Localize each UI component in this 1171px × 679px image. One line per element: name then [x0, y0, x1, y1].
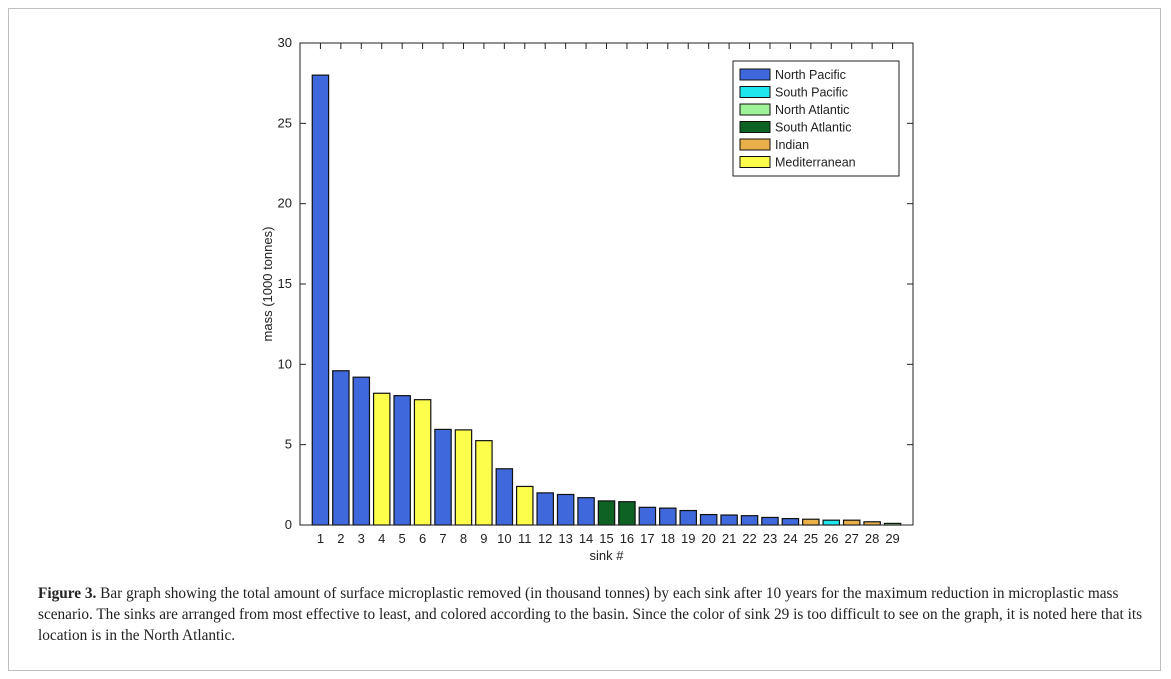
- x-tick-label: 22: [742, 531, 756, 546]
- y-tick-label: 25: [278, 115, 292, 130]
- bar-sink-13: [556, 493, 575, 526]
- x-tick-label: 25: [804, 531, 818, 546]
- legend-label: North Atlantic: [775, 103, 849, 117]
- x-tick-label: 19: [681, 531, 695, 546]
- bar-sink-27: [842, 519, 861, 526]
- x-tick-label: 11: [518, 531, 532, 546]
- bar-sink-24: [781, 517, 800, 526]
- bar-sink-9: [475, 440, 493, 526]
- x-tick-label: 1: [317, 531, 324, 546]
- bar-sink-18: [659, 507, 677, 526]
- y-tick-label: 10: [278, 356, 292, 371]
- x-tick-label: 21: [722, 531, 736, 546]
- x-tick-label: 3: [358, 531, 365, 546]
- x-tick-label: 6: [419, 531, 426, 546]
- x-axis: 1 2 3 4 5 6 7 8 9 10 11 12 13 14 15 16 17 18 19 20 21 22 23 24 2…: [317, 43, 900, 546]
- x-tick-label: 13: [558, 531, 572, 546]
- x-tick-label: 29: [885, 531, 899, 546]
- bar-sink-12: [536, 492, 554, 526]
- legend-swatch: [739, 103, 771, 116]
- bar-sink-22: [740, 515, 759, 526]
- y-tick-label: 5: [285, 437, 292, 452]
- bar-sink-20: [699, 513, 718, 526]
- legend-label: South Atlantic: [775, 121, 851, 135]
- bar-sink-6: [413, 399, 432, 526]
- x-tick-label: 27: [844, 531, 858, 546]
- bar-sink-17: [638, 506, 657, 526]
- y-axis-label: mass (1000 tonnes): [260, 227, 275, 342]
- legend-label: Indian: [775, 138, 809, 152]
- y-tick-label: 20: [278, 196, 292, 211]
- legend: North Pacific South Pacific North Atlantic…: [732, 60, 900, 177]
- x-tick-label: 26: [824, 531, 838, 546]
- caption-text: Bar graph showing the total amount of su…: [38, 585, 1143, 644]
- legend-label: North Pacific: [775, 68, 846, 82]
- x-tick-label: 9: [480, 531, 487, 546]
- bar-sink-11: [515, 485, 534, 526]
- bar-sink-26: [822, 519, 841, 526]
- x-tick-label: 18: [661, 531, 675, 546]
- bar-sink-2: [332, 370, 350, 526]
- legend-swatch: [739, 156, 771, 168]
- x-tick-label: 15: [599, 531, 613, 546]
- y-tick-label: 30: [278, 35, 292, 50]
- bar-sink-1: [311, 74, 330, 526]
- x-tick-label: 4: [378, 531, 385, 546]
- x-axis-label: sink #: [590, 548, 625, 563]
- bar-sink-10: [495, 468, 514, 526]
- bar-sink-3: [352, 376, 371, 526]
- x-tick-label: 2: [337, 531, 344, 546]
- bar-sink-25: [802, 518, 820, 526]
- bar-sink-8: [454, 429, 473, 526]
- x-tick-label: 16: [620, 531, 634, 546]
- x-tick-label: 28: [865, 531, 879, 546]
- bar-sink-4: [372, 392, 391, 526]
- legend-swatch: [739, 68, 771, 81]
- legend-label: Mediterranean: [775, 156, 856, 170]
- x-tick-label: 8: [460, 531, 467, 546]
- bar-sink-19: [679, 509, 698, 526]
- x-tick-label: 7: [439, 531, 446, 546]
- legend-swatch: [739, 121, 771, 133]
- y-tick-label: 15: [278, 276, 292, 291]
- x-tick-label: 12: [538, 531, 552, 546]
- bar-sink-15: [597, 500, 616, 526]
- x-tick-label: 23: [763, 531, 777, 546]
- bars: [311, 74, 902, 526]
- legend-swatch: [739, 138, 771, 151]
- plot-border: [299, 42, 914, 526]
- bar-sink-14: [577, 497, 595, 526]
- x-tick-label: 20: [701, 531, 715, 546]
- x-tick-label: 5: [399, 531, 406, 546]
- x-tick-label: 10: [497, 531, 511, 546]
- bar-sink-5: [393, 395, 411, 526]
- figure-frame: 0 5 10 15 20 25 30 1 2 3 4 5 6 7 8 9 10 11 12 13 14 15 16 17 18…: [8, 8, 1161, 671]
- x-tick-label: 24: [783, 531, 797, 546]
- figure-caption: Figure 3. Bar graph showing the total am…: [38, 583, 1153, 646]
- y-tick-label: 0: [285, 517, 292, 532]
- bar-sink-21: [720, 514, 738, 526]
- bar-sink-7: [434, 428, 452, 526]
- legend-label: South Pacific: [775, 86, 848, 100]
- x-tick-label: 14: [579, 531, 593, 546]
- caption-label: Figure 3.: [38, 585, 97, 602]
- x-tick-label: 17: [640, 531, 654, 546]
- bar-sink-23: [761, 516, 779, 526]
- bar-sink-16: [618, 501, 636, 526]
- legend-swatch: [739, 86, 771, 98]
